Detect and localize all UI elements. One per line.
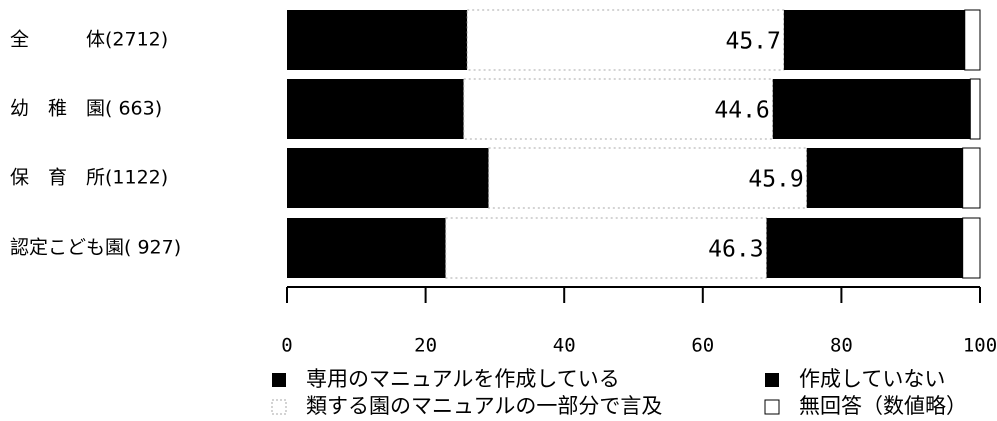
- bar-segment: [783, 10, 965, 70]
- legend-swatch: [765, 373, 779, 387]
- legend-swatch: [271, 399, 287, 415]
- value-label: 45.9: [748, 167, 803, 193]
- bar-segment: [962, 147, 981, 209]
- category-label: 幼 稚 園( 663): [10, 98, 162, 120]
- bar-segment: [287, 148, 489, 208]
- category-label: 保 育 所(1122): [10, 167, 168, 189]
- bar-segment: [964, 9, 981, 71]
- x-tick-label: 20: [414, 335, 437, 357]
- legend-swatch: [764, 399, 780, 415]
- bar-segment: [962, 217, 981, 279]
- bar-segment: [287, 10, 468, 70]
- bar-segment: [488, 147, 808, 209]
- bar-segment: [466, 9, 785, 71]
- bar-segment: [772, 79, 971, 139]
- legend-label: 無回答（数値略）: [799, 394, 967, 418]
- legend-swatch: [272, 373, 286, 387]
- value-label: 44.6: [714, 98, 769, 124]
- bar-segment: [463, 78, 774, 140]
- value-label: 45.7: [725, 29, 780, 55]
- x-tick-label: 80: [830, 335, 853, 357]
- bar-segment: [287, 218, 446, 278]
- bar-segment: [806, 148, 963, 208]
- category-label: 認定こども園( 927): [10, 237, 181, 259]
- x-tick-label: 0: [281, 335, 292, 357]
- bar-segment: [287, 79, 464, 139]
- category-label: 全 体(2712): [10, 29, 168, 51]
- bar-segment: [969, 78, 981, 140]
- value-label: 46.3: [708, 237, 763, 263]
- x-tick-label: 100: [963, 335, 997, 357]
- legend-label: 作成していない: [799, 367, 945, 391]
- x-tick-label: 40: [553, 335, 576, 357]
- legend-label: 類する園のマニュアルの一部分で言及: [306, 394, 662, 418]
- bar-segment: [766, 218, 963, 278]
- legend-label: 専用のマニュアルを作成している: [306, 367, 620, 391]
- x-tick-label: 60: [691, 335, 714, 357]
